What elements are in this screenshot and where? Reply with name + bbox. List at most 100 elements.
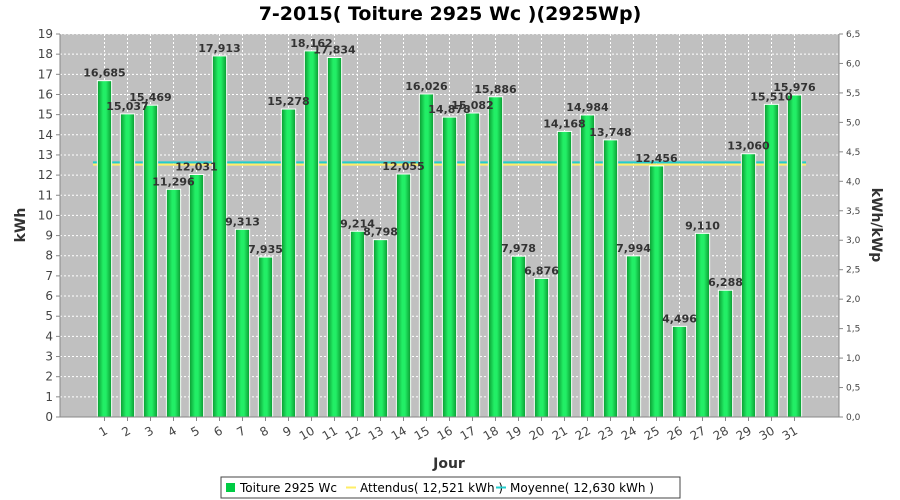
x-tick-label: 31: [780, 423, 800, 443]
data-label: 7,994: [616, 242, 651, 255]
bar: [740, 153, 757, 418]
data-label: 11,296: [152, 175, 195, 188]
data-label: 12,055: [382, 160, 424, 173]
data-label: 8,798: [363, 226, 398, 239]
y-right-tick-label: 2,5: [846, 266, 860, 276]
y-tick-label: 3: [45, 350, 53, 364]
bar: [671, 325, 688, 418]
x-axis-label: Jour: [432, 456, 465, 472]
y-right-tick-label: 3,5: [846, 207, 860, 217]
x-tick-label: 7: [234, 423, 248, 439]
y-right-tick-label: 0,0: [846, 413, 861, 423]
data-label: 15,469: [129, 91, 171, 104]
data-label: 9,313: [225, 215, 260, 228]
bar: [556, 130, 573, 418]
y-tick-label: 9: [45, 229, 53, 243]
x-tick-label: 20: [527, 423, 547, 443]
x-tick-label: 18: [481, 423, 501, 443]
y-right-tick-label: 2,0: [846, 295, 861, 305]
bar: [142, 104, 159, 418]
y-right-tick-label: 6,5: [846, 30, 860, 40]
y-right-tick-label: 1,0: [846, 354, 861, 364]
y-tick-label: 12: [38, 168, 53, 182]
x-tick-label: 29: [734, 423, 754, 443]
x-tick-label: 8: [257, 423, 271, 439]
y-tick-label: 13: [38, 148, 53, 162]
x-tick-label: 14: [389, 423, 409, 443]
x-tick-label: 16: [435, 423, 455, 443]
bar: [625, 255, 642, 418]
legend-box: [220, 476, 681, 499]
bar: [119, 113, 136, 418]
x-tick-label: 22: [573, 423, 593, 443]
data-label: 13,748: [589, 126, 631, 139]
data-label: 7,978: [501, 242, 536, 255]
data-label: 13,060: [727, 140, 770, 153]
bar: [280, 108, 297, 418]
data-label: 15,976: [773, 81, 816, 94]
y-right-tick-label: 5,0: [846, 118, 861, 128]
x-tick-label: 3: [142, 423, 156, 439]
x-tick-label: 30: [757, 423, 777, 443]
x-tick-label: 28: [711, 423, 731, 443]
bar: [464, 112, 481, 418]
x-tick-label: 12: [343, 423, 363, 443]
bars: [96, 50, 803, 418]
data-label: 15,510: [750, 90, 793, 103]
chart-title: 7-2015( Toiture 2925 Wc )(2925Wp): [259, 3, 642, 25]
x-tick-label: 13: [366, 423, 386, 443]
bar: [487, 96, 504, 418]
bar: [349, 230, 366, 418]
bar: [717, 289, 734, 418]
y-tick-label: 15: [38, 108, 53, 122]
x-tick-label: 15: [412, 423, 432, 443]
x-tick-label: 2: [119, 423, 133, 439]
data-label: 15,082: [451, 99, 493, 112]
data-label: 14,168: [543, 117, 585, 130]
data-label: 12,031: [175, 160, 217, 173]
x-tick-label: 5: [188, 423, 202, 439]
data-label: 16,685: [83, 67, 125, 80]
bar: [602, 139, 619, 418]
bar: [188, 173, 205, 418]
data-label: 14,878: [428, 103, 470, 116]
data-label: 17,834: [313, 44, 356, 57]
bar: [418, 93, 435, 418]
bar: [786, 94, 803, 418]
y-tick-label: 14: [38, 128, 53, 142]
y-axis-right-ticks: 0,0 0,5 1,0 1,5 2,0 2,5 3,0 3,5 4,0 4,5 5,0 5,5 6,0 6…: [839, 30, 861, 423]
bar: [211, 55, 228, 418]
bar: [165, 188, 182, 418]
y-axis-label: kWh: [13, 208, 29, 243]
y-tick-label: 10: [38, 208, 53, 222]
y-tick-label: 2: [45, 370, 53, 384]
x-axis-ticks: 1 2 3 4 5 6 7 8 9 10 11 12 13 14 15 16 17 18 19 20 21 22 23 24 2…: [96, 417, 800, 443]
data-label: 6,288: [708, 276, 743, 289]
data-label: 17,913: [198, 42, 240, 55]
bar: [533, 277, 550, 418]
y-tick-label: 6: [45, 289, 53, 303]
x-tick-label: 9: [280, 423, 294, 439]
data-label: 15,886: [474, 83, 517, 96]
y-axis-right-label: kWh/kWp: [868, 188, 884, 263]
x-tick-label: 1: [96, 423, 110, 439]
y-right-tick-label: 6,0: [846, 59, 861, 69]
x-tick-label: 10: [297, 423, 317, 443]
bar: [579, 114, 596, 418]
data-label: 9,214: [340, 217, 375, 230]
y-tick-label: 11: [38, 188, 53, 202]
data-label: 15,278: [267, 95, 309, 108]
bar: [326, 57, 343, 418]
y-tick-label: 19: [38, 27, 53, 41]
y-right-tick-label: 4,5: [846, 148, 860, 158]
x-tick-label: 24: [619, 423, 639, 443]
bar: [96, 80, 113, 418]
legend: Toiture 2925 Wc Attendus( 12,521 kWh ) Moy…: [220, 476, 681, 499]
data-label: 16,026: [405, 80, 448, 93]
x-tick-label: 11: [320, 423, 340, 443]
bar: [510, 255, 527, 418]
x-tick-label: 4: [165, 423, 179, 439]
bar: [648, 165, 665, 418]
y-right-tick-label: 4,0: [846, 177, 861, 187]
